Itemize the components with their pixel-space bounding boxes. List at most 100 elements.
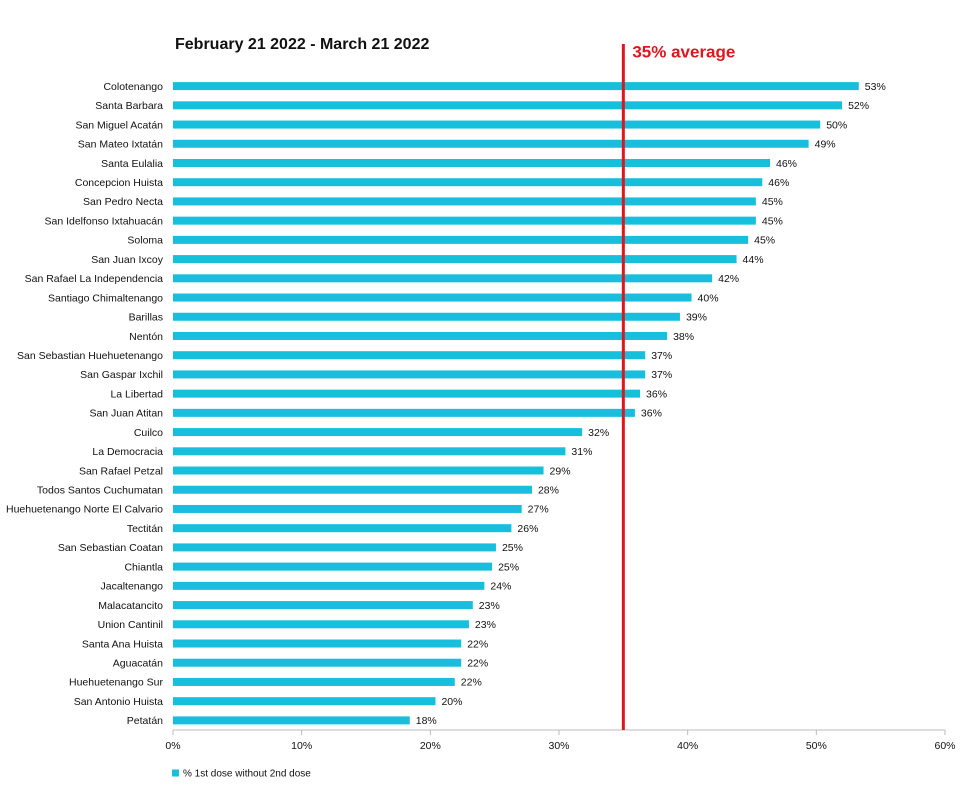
x-tick-label: 40%	[677, 740, 698, 752]
y-tick-label: San Pedro Necta	[83, 196, 163, 208]
bar	[173, 466, 544, 475]
bar	[173, 581, 485, 590]
y-tick-label: San Antonio Huista	[74, 696, 163, 708]
y-tick-label: San Idelfonso Ixtahuacán	[44, 215, 163, 227]
bar	[173, 428, 583, 437]
y-tick-label: Soloma	[127, 235, 163, 247]
data-label: 38%	[673, 331, 694, 343]
y-tick-label: Santiago Chimaltenango	[48, 292, 163, 304]
average-label: 35% average	[632, 42, 735, 61]
bar	[173, 370, 646, 379]
bar	[173, 601, 473, 610]
y-tick-label: San Rafael Petzal	[79, 465, 163, 477]
y-tick-label: Huehuetenango Norte El Calvario	[6, 504, 163, 516]
y-tick-label: Malacatancito	[98, 600, 163, 612]
data-label: 24%	[490, 581, 511, 593]
bar	[173, 293, 692, 302]
y-tick-label: Chiantla	[124, 561, 163, 573]
data-label: 42%	[718, 273, 739, 285]
data-label: 44%	[743, 254, 764, 266]
data-label: 26%	[517, 523, 538, 535]
x-tick-label: 50%	[806, 740, 827, 752]
bar	[173, 101, 843, 110]
bar	[173, 716, 410, 725]
y-tick-label: Union Cantinil	[98, 619, 163, 631]
y-tick-label: San Sebastian Huehuetenango	[17, 350, 163, 362]
y-tick-label: Barillas	[129, 312, 163, 324]
bar	[173, 216, 756, 225]
legend-label: % 1st dose without 2nd dose	[183, 769, 311, 780]
bar	[173, 120, 821, 129]
y-tick-label: San Gaspar Ixchil	[80, 369, 163, 381]
data-label: 23%	[475, 619, 496, 631]
data-label: 20%	[441, 696, 462, 708]
data-label: 23%	[479, 600, 500, 612]
bar	[173, 389, 641, 398]
y-tick-label: Santa Barbara	[95, 100, 163, 112]
bar	[173, 562, 493, 571]
bar	[173, 504, 522, 513]
data-label: 53%	[865, 81, 886, 93]
bar	[173, 255, 737, 264]
bar	[173, 312, 680, 321]
data-label: 28%	[538, 485, 559, 497]
y-tick-label: Petatán	[127, 715, 163, 727]
y-tick-label: Colotenango	[103, 81, 163, 93]
bar	[173, 485, 532, 494]
x-tick-label: 0%	[165, 740, 180, 752]
bar	[173, 677, 455, 686]
y-tick-label: Santa Eulalia	[101, 158, 163, 170]
y-tick-label: Todos Santos Cuchumatan	[37, 485, 163, 497]
data-label: 36%	[641, 408, 662, 420]
y-tick-label: La Democracia	[92, 446, 163, 458]
x-tick-label: 10%	[291, 740, 312, 752]
y-tick-label: Cuilco	[134, 427, 163, 439]
y-tick-label: San Juan Ixcoy	[91, 254, 164, 266]
y-tick-label: Aguacatán	[113, 658, 163, 670]
bar	[173, 274, 713, 283]
data-label: 45%	[762, 215, 783, 227]
y-tick-label: Huehuetenango Sur	[69, 677, 163, 689]
x-tick-label: 60%	[934, 740, 955, 752]
data-label: 29%	[550, 465, 571, 477]
y-tick-label: Santa Ana Huista	[82, 638, 163, 650]
data-label: 27%	[528, 504, 549, 516]
bar	[173, 82, 859, 91]
bar	[173, 178, 763, 187]
y-tick-label: San Rafael La Independencia	[25, 273, 164, 285]
data-label: 49%	[815, 139, 836, 151]
data-label: 45%	[762, 196, 783, 208]
data-label: 22%	[467, 658, 488, 670]
y-tick-label: La Libertad	[110, 388, 163, 400]
data-label: 18%	[416, 715, 437, 727]
data-label: 37%	[651, 350, 672, 362]
bar	[173, 331, 668, 340]
bar	[173, 658, 462, 667]
data-label: 22%	[467, 638, 488, 650]
data-label: 25%	[498, 561, 519, 573]
data-label: 36%	[646, 388, 667, 400]
bar	[173, 235, 749, 244]
bar	[173, 351, 646, 360]
x-tick-label: 30%	[548, 740, 569, 752]
bar	[173, 524, 512, 533]
y-tick-label: Tectitán	[127, 523, 163, 535]
bar	[173, 158, 771, 167]
y-tick-label: Concepcion Huista	[75, 177, 163, 189]
y-tick-label: Jacaltenango	[101, 581, 164, 593]
data-label: 50%	[826, 119, 847, 131]
y-tick-label: San Juan Atitan	[89, 408, 163, 420]
y-tick-label: San Sebastian Coatan	[58, 542, 163, 554]
bar	[173, 408, 635, 417]
data-label: 32%	[588, 427, 609, 439]
bar	[173, 620, 469, 629]
bar	[173, 543, 496, 552]
x-tick-label: 20%	[420, 740, 441, 752]
legend-swatch	[172, 769, 179, 777]
bar	[173, 197, 756, 206]
data-label: 37%	[651, 369, 672, 381]
data-label: 22%	[461, 677, 482, 689]
data-label: 40%	[698, 292, 719, 304]
data-label: 31%	[571, 446, 592, 458]
